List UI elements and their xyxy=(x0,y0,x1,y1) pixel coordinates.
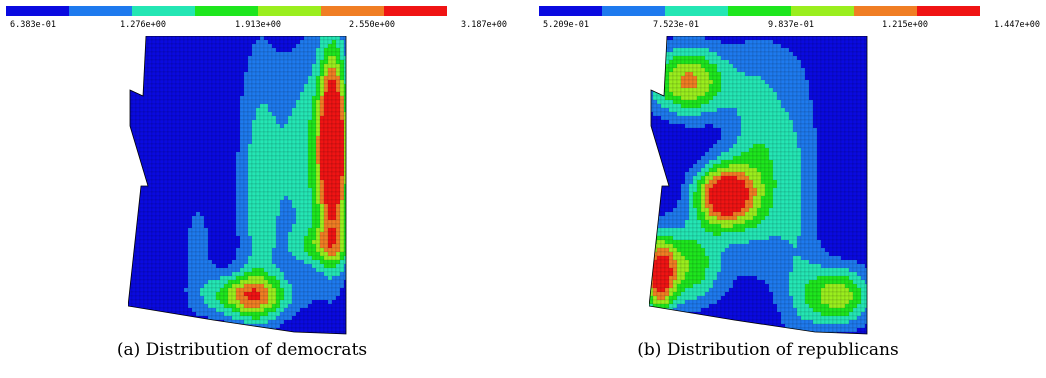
colorbar-segment xyxy=(258,6,321,16)
colorbar-tick: 3.187e+00 xyxy=(460,20,508,30)
colorbar-segment xyxy=(728,6,791,16)
colorbar-tick: 1.913e+00 xyxy=(234,20,282,30)
colorbar-tick: 7.523e-01 xyxy=(652,20,700,30)
colorbar-tick: 2.550e+00 xyxy=(348,20,396,30)
colorbar xyxy=(6,6,447,16)
colorbar-segment xyxy=(384,6,447,16)
caption: (a) Distribution of democrats xyxy=(116,340,368,360)
colorbar-tick: 6.383e-01 xyxy=(9,20,57,30)
colorbar-segment xyxy=(854,6,917,16)
density-map xyxy=(649,36,873,338)
colorbar-segment xyxy=(6,6,69,16)
colorbar xyxy=(539,6,980,16)
panel-republicans: 5.209e-01 7.523e-01 9.837e-01 1.215e+00 … xyxy=(523,0,1046,378)
density-map xyxy=(128,36,352,338)
colorbar-tick: 5.209e-01 xyxy=(542,20,590,30)
colorbar-ticks: 6.383e-01 1.276e+00 1.913e+00 2.550e+00 … xyxy=(6,20,508,32)
colorbar-segment xyxy=(539,6,602,16)
colorbar-tick: 9.837e-01 xyxy=(767,20,815,30)
colorbar-ticks: 5.209e-01 7.523e-01 9.837e-01 1.215e+00 … xyxy=(539,20,1041,32)
colorbar-segment xyxy=(602,6,665,16)
colorbar-segment xyxy=(917,6,980,16)
colorbar-segment xyxy=(791,6,854,16)
colorbar-segment xyxy=(132,6,195,16)
colorbar-segment xyxy=(69,6,132,16)
colorbar-segment xyxy=(321,6,384,16)
colorbar-segment xyxy=(195,6,258,16)
panel-democrats: 6.383e-01 1.276e+00 1.913e+00 2.550e+00 … xyxy=(6,6,508,360)
colorbar-tick: 1.215e+00 xyxy=(881,20,929,30)
colorbar-segment xyxy=(665,6,728,16)
caption: (b) Distribution of republicans xyxy=(637,340,899,360)
colorbar-tick: 1.447e+00 xyxy=(993,20,1041,30)
colorbar-tick: 1.276e+00 xyxy=(119,20,167,30)
